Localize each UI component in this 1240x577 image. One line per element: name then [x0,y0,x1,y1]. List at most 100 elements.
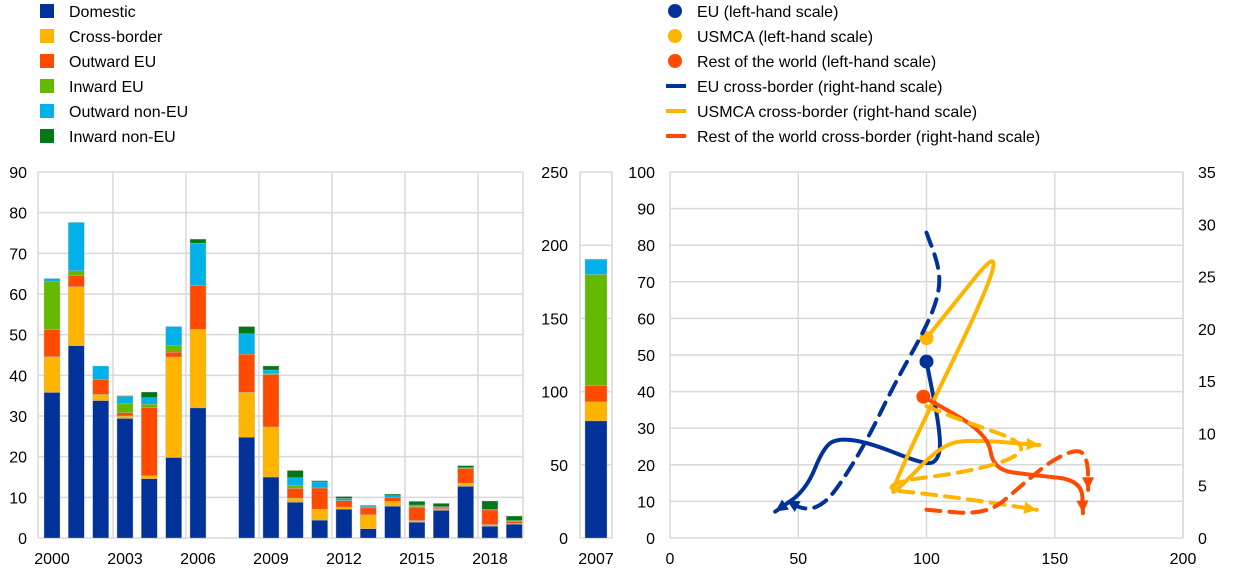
series-line [889,404,1039,512]
x-tick-label: 2018 [472,551,508,568]
series-arrow [1023,501,1037,514]
bar-segment [68,222,85,272]
bar-segment [92,365,109,381]
y-tick-label: 60 [9,287,27,304]
bar-segment [116,412,134,417]
series-start-marker [919,354,934,369]
bar-segment [506,515,523,521]
bar-segment [584,258,608,261]
bar-segment [311,508,328,521]
bar-segment [408,521,426,539]
y-tick-label: 0 [18,531,27,548]
bar-segment [311,480,328,483]
bar-segment [262,365,280,371]
legend-label: EU (left-hand scale) [697,4,838,21]
bar-segment [287,470,304,479]
bar-segment [262,369,280,374]
bar-segment [481,509,499,525]
x-tick-label: 2000 [34,551,70,568]
bar-segment [165,457,182,539]
bar-segment [360,505,377,507]
bar-segment [384,506,401,539]
legend-label: USMCA (left-hand scale) [697,29,873,46]
legend-marker [668,4,682,18]
series-line [891,259,1042,494]
x-tick-label: 2007 [578,551,614,568]
y-tick-label: 150 [541,311,568,328]
legend-swatch [40,4,54,18]
bar-segment [43,281,61,330]
bar-segment [43,329,61,357]
bar-segment [287,497,304,503]
bar-segment [238,392,255,438]
bar-segment [262,476,280,539]
y-tick-label-left: 60 [637,311,655,328]
series-arrow [1026,437,1040,451]
x-tick-label: 2015 [399,551,435,568]
legend-label: USMCA cross-border (right-hand scale) [697,104,977,121]
bar-segment [360,507,377,516]
bar-segment [584,401,608,422]
y-tick-label-left: 20 [637,458,655,475]
bar-segment [141,478,158,539]
y-tick-label: 100 [541,385,568,402]
bar-segment [433,510,450,539]
y-tick-label-left: 10 [637,494,655,511]
bar-segment [189,329,207,409]
bar-segment [43,356,61,393]
bar-segment [165,351,182,358]
bar-segment [238,436,255,539]
x-tick-label: 150 [1041,551,1068,568]
bar-segment [68,270,85,276]
bar-segment [481,526,499,539]
bar-segment [433,508,450,511]
bar-segment [335,496,353,499]
x-tick-label: 200 [1170,551,1197,568]
bar-segment [238,326,255,335]
legend-label: Inward EU [69,79,144,96]
y-tick-label: 40 [9,368,27,385]
x-tick-label: 2003 [107,551,143,568]
y-tick-label: 90 [9,165,27,182]
bar-segment [481,524,499,527]
series-line [773,359,942,514]
bar-segment [360,506,377,509]
bar-segment [92,400,109,539]
legend-label: Domestic [69,4,136,21]
bar-segment [360,514,377,529]
series-line [784,230,942,511]
bar-segment [262,426,280,478]
legend-label: EU cross-border (right-hand scale) [697,79,942,96]
bar-segment [43,392,61,539]
y-tick-label-left: 100 [628,165,655,182]
y-tick-label-left: 0 [646,531,655,548]
x-tick-label: 50 [789,551,807,568]
y-tick-label-left: 30 [637,421,655,438]
legend-swatch [40,79,54,93]
series-line [924,449,1091,515]
bar-segment [584,420,608,539]
bar-segment [457,465,474,468]
x-tick-label: 2009 [253,551,289,568]
bar-segment [481,500,499,510]
bar-segment [287,502,304,539]
bar-segment [141,407,158,476]
legend-label: Rest of the world (left-hand scale) [697,54,936,71]
bar-segment [335,498,353,501]
bar-segment [116,418,134,539]
y-tick-label: 200 [541,238,568,255]
bar-segment [262,374,280,428]
x-tick-label: 100 [913,551,940,568]
bar-segment [287,488,304,499]
bar-segment [165,356,182,458]
legend-label: Cross-border [69,29,163,46]
y-tick-label: 50 [9,328,27,345]
bar-segment [141,404,158,408]
y-tick-label: 30 [9,409,27,426]
bar-segment [584,385,608,403]
bar-segment [116,396,134,405]
bar-segment [141,391,158,398]
x-tick-label: 0 [666,551,675,568]
series-arrow [1076,500,1089,514]
